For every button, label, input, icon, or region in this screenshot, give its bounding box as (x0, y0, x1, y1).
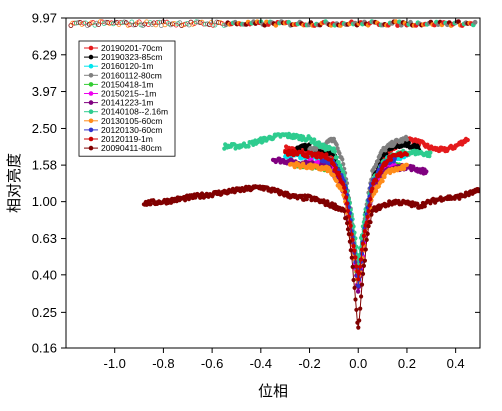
legend-entry: 20141223-1m (101, 98, 153, 108)
legend-marker (88, 118, 94, 124)
legend-marker (88, 91, 94, 96)
x-tick-label: -0.4 (250, 356, 272, 371)
x-tick-label: 0.4 (447, 356, 465, 371)
legend-entry: 20190323-85cm (101, 52, 162, 62)
y-tick-label: 2.50 (32, 121, 57, 136)
legend-marker (88, 127, 94, 133)
series-20090411-80cm (141, 184, 480, 330)
x-tick-label: -1.0 (104, 356, 126, 371)
y-tick-label: 1.58 (32, 158, 57, 173)
data-point (88, 20, 94, 26)
data-point (155, 20, 161, 25)
data-point (98, 19, 103, 25)
y-tick-label: 0.63 (32, 231, 57, 246)
x-axis-title: 位相 (258, 382, 288, 400)
plot-frame (65, 17, 481, 349)
legend-marker (88, 45, 94, 51)
data-layer (68, 19, 480, 330)
legend-entry: 20130105-60cm (101, 116, 162, 126)
legend-entry: 20190201-70cm (101, 43, 162, 53)
legend-entry: 20160112-80cm (101, 70, 162, 80)
y-axis-title: 相对亮度 (5, 153, 23, 213)
legend: 20190201-70cm20190323-85cm20160120-1m201… (78, 40, 176, 157)
y-tick-label: 0.25 (32, 305, 57, 320)
legend-entry: 20160120-1m (101, 61, 153, 71)
y-tick-label: 3.97 (32, 84, 57, 99)
legend-entry: 20120119-1m (101, 134, 153, 144)
data-point (210, 22, 216, 28)
series-20120119-1m (283, 148, 409, 282)
legend-entry: 20120130-60cm (101, 125, 162, 135)
x-tick-label: -0.8 (152, 356, 174, 371)
legend-marker (88, 109, 94, 114)
series-line (289, 161, 407, 283)
data-point (456, 19, 461, 25)
legend-marker (88, 54, 94, 60)
series-line (285, 149, 408, 280)
legend-entry: 20090411-80cm (101, 143, 162, 153)
legend-marker (88, 73, 94, 78)
data-point (472, 19, 478, 25)
y-tick-label: 9.97 (32, 11, 57, 26)
x-tick-label: -0.6 (201, 356, 223, 371)
x-tick-label: -0.2 (298, 356, 320, 371)
legend-entry: 20150418-1m (101, 79, 153, 89)
legend-marker (88, 63, 94, 69)
axis-layer: -1.0 -0.8 -0.6 -0.4 -0.2 0.0 0.2 0.4 9.97 6.29 3.9… (32, 11, 480, 371)
top-band-points (68, 19, 478, 28)
y-tick-label: 0.16 (32, 341, 57, 356)
y-tick-label: 6.29 (32, 47, 57, 62)
series-line (143, 185, 480, 328)
legend-entry: 20140108--2.16m (101, 107, 168, 117)
legend-marker (88, 145, 94, 151)
data-point (81, 20, 87, 26)
y-tick-label: 1.00 (32, 194, 57, 209)
legend-marker (88, 100, 94, 105)
x-tick-label: 0.0 (349, 356, 367, 371)
legend-marker (88, 82, 94, 87)
x-tick-label: 0.2 (398, 356, 416, 371)
legend-box (78, 40, 176, 157)
data-point (131, 22, 137, 28)
legend-marker (88, 136, 94, 142)
legend-entry: 20150215--1m (101, 89, 156, 99)
y-tick-label: 0.40 (32, 267, 57, 282)
